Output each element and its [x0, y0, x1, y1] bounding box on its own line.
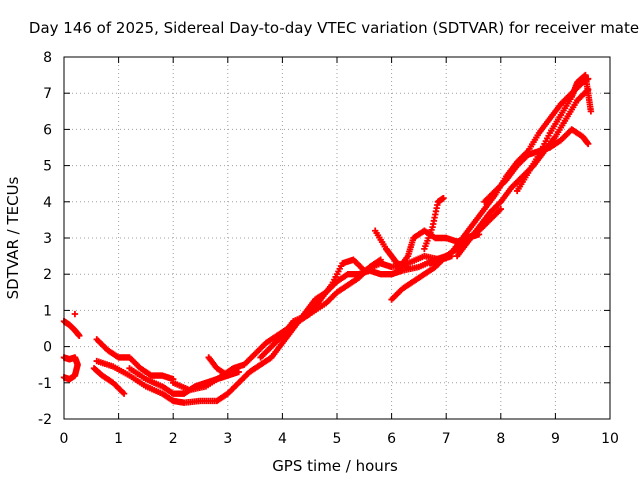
- x-tick-label: 0: [60, 431, 69, 447]
- series-track-8: [205, 354, 242, 379]
- data-point-marker: [235, 368, 242, 376]
- data-point-marker: [404, 263, 412, 271]
- y-tick-label: 6: [43, 122, 52, 138]
- y-tick-label: 3: [43, 231, 52, 247]
- x-tick-label: 5: [333, 431, 342, 447]
- x-tick-label: 3: [223, 431, 232, 447]
- data-point-marker: [377, 256, 384, 263]
- data-point-marker: [71, 310, 79, 318]
- series-track-4: [90, 365, 128, 397]
- y-tick-label: -2: [38, 412, 52, 428]
- points-layer: [60, 71, 595, 406]
- series-track-3: [93, 336, 177, 383]
- data-point-marker: [497, 205, 504, 213]
- series-track-17: [513, 71, 595, 195]
- y-tick-label: 8: [43, 50, 52, 66]
- y-tick-label: 7: [43, 86, 52, 102]
- y-tick-label: 5: [43, 159, 52, 175]
- series-track-9: [257, 256, 384, 361]
- x-tick-label: 2: [169, 431, 178, 447]
- x-tick-label: 6: [387, 431, 396, 447]
- y-tick-label: -1: [38, 376, 52, 392]
- series-track-2: [60, 354, 81, 383]
- x-tick-label: 1: [114, 431, 123, 447]
- series-track-1: [60, 318, 83, 339]
- y-tick-label: 4: [43, 195, 52, 211]
- tick-layer: 0 1 2 3 4 5 6 7 8 9 10 -2 -1 0 1 2 3 4 5 6 7 8: [38, 50, 619, 447]
- data-point-marker: [440, 194, 447, 202]
- y-tick-label: 2: [43, 267, 52, 283]
- data-point-marker: [76, 332, 83, 339]
- x-axis-label: GPS time / hours: [272, 457, 398, 475]
- x-tick-label: 10: [601, 431, 619, 447]
- chart-title: Day 146 of 2025, Sidereal Day-to-day VTE…: [29, 19, 639, 37]
- data-point-marker: [587, 108, 595, 115]
- data-point-marker: [120, 390, 128, 397]
- y-tick-label: 1: [43, 303, 52, 319]
- x-tick-label: 7: [442, 431, 451, 447]
- series-track-13: [421, 194, 447, 253]
- series-outlier: [71, 310, 79, 318]
- y-axis-label: SDTVAR / TECUs: [4, 176, 22, 299]
- x-tick-label: 4: [278, 431, 287, 447]
- y-tick-label: 0: [43, 340, 52, 356]
- x-tick-label: 8: [496, 431, 505, 447]
- data-point-marker: [584, 140, 592, 148]
- plot-frame: [63, 56, 611, 420]
- x-tick-label: 9: [551, 431, 560, 447]
